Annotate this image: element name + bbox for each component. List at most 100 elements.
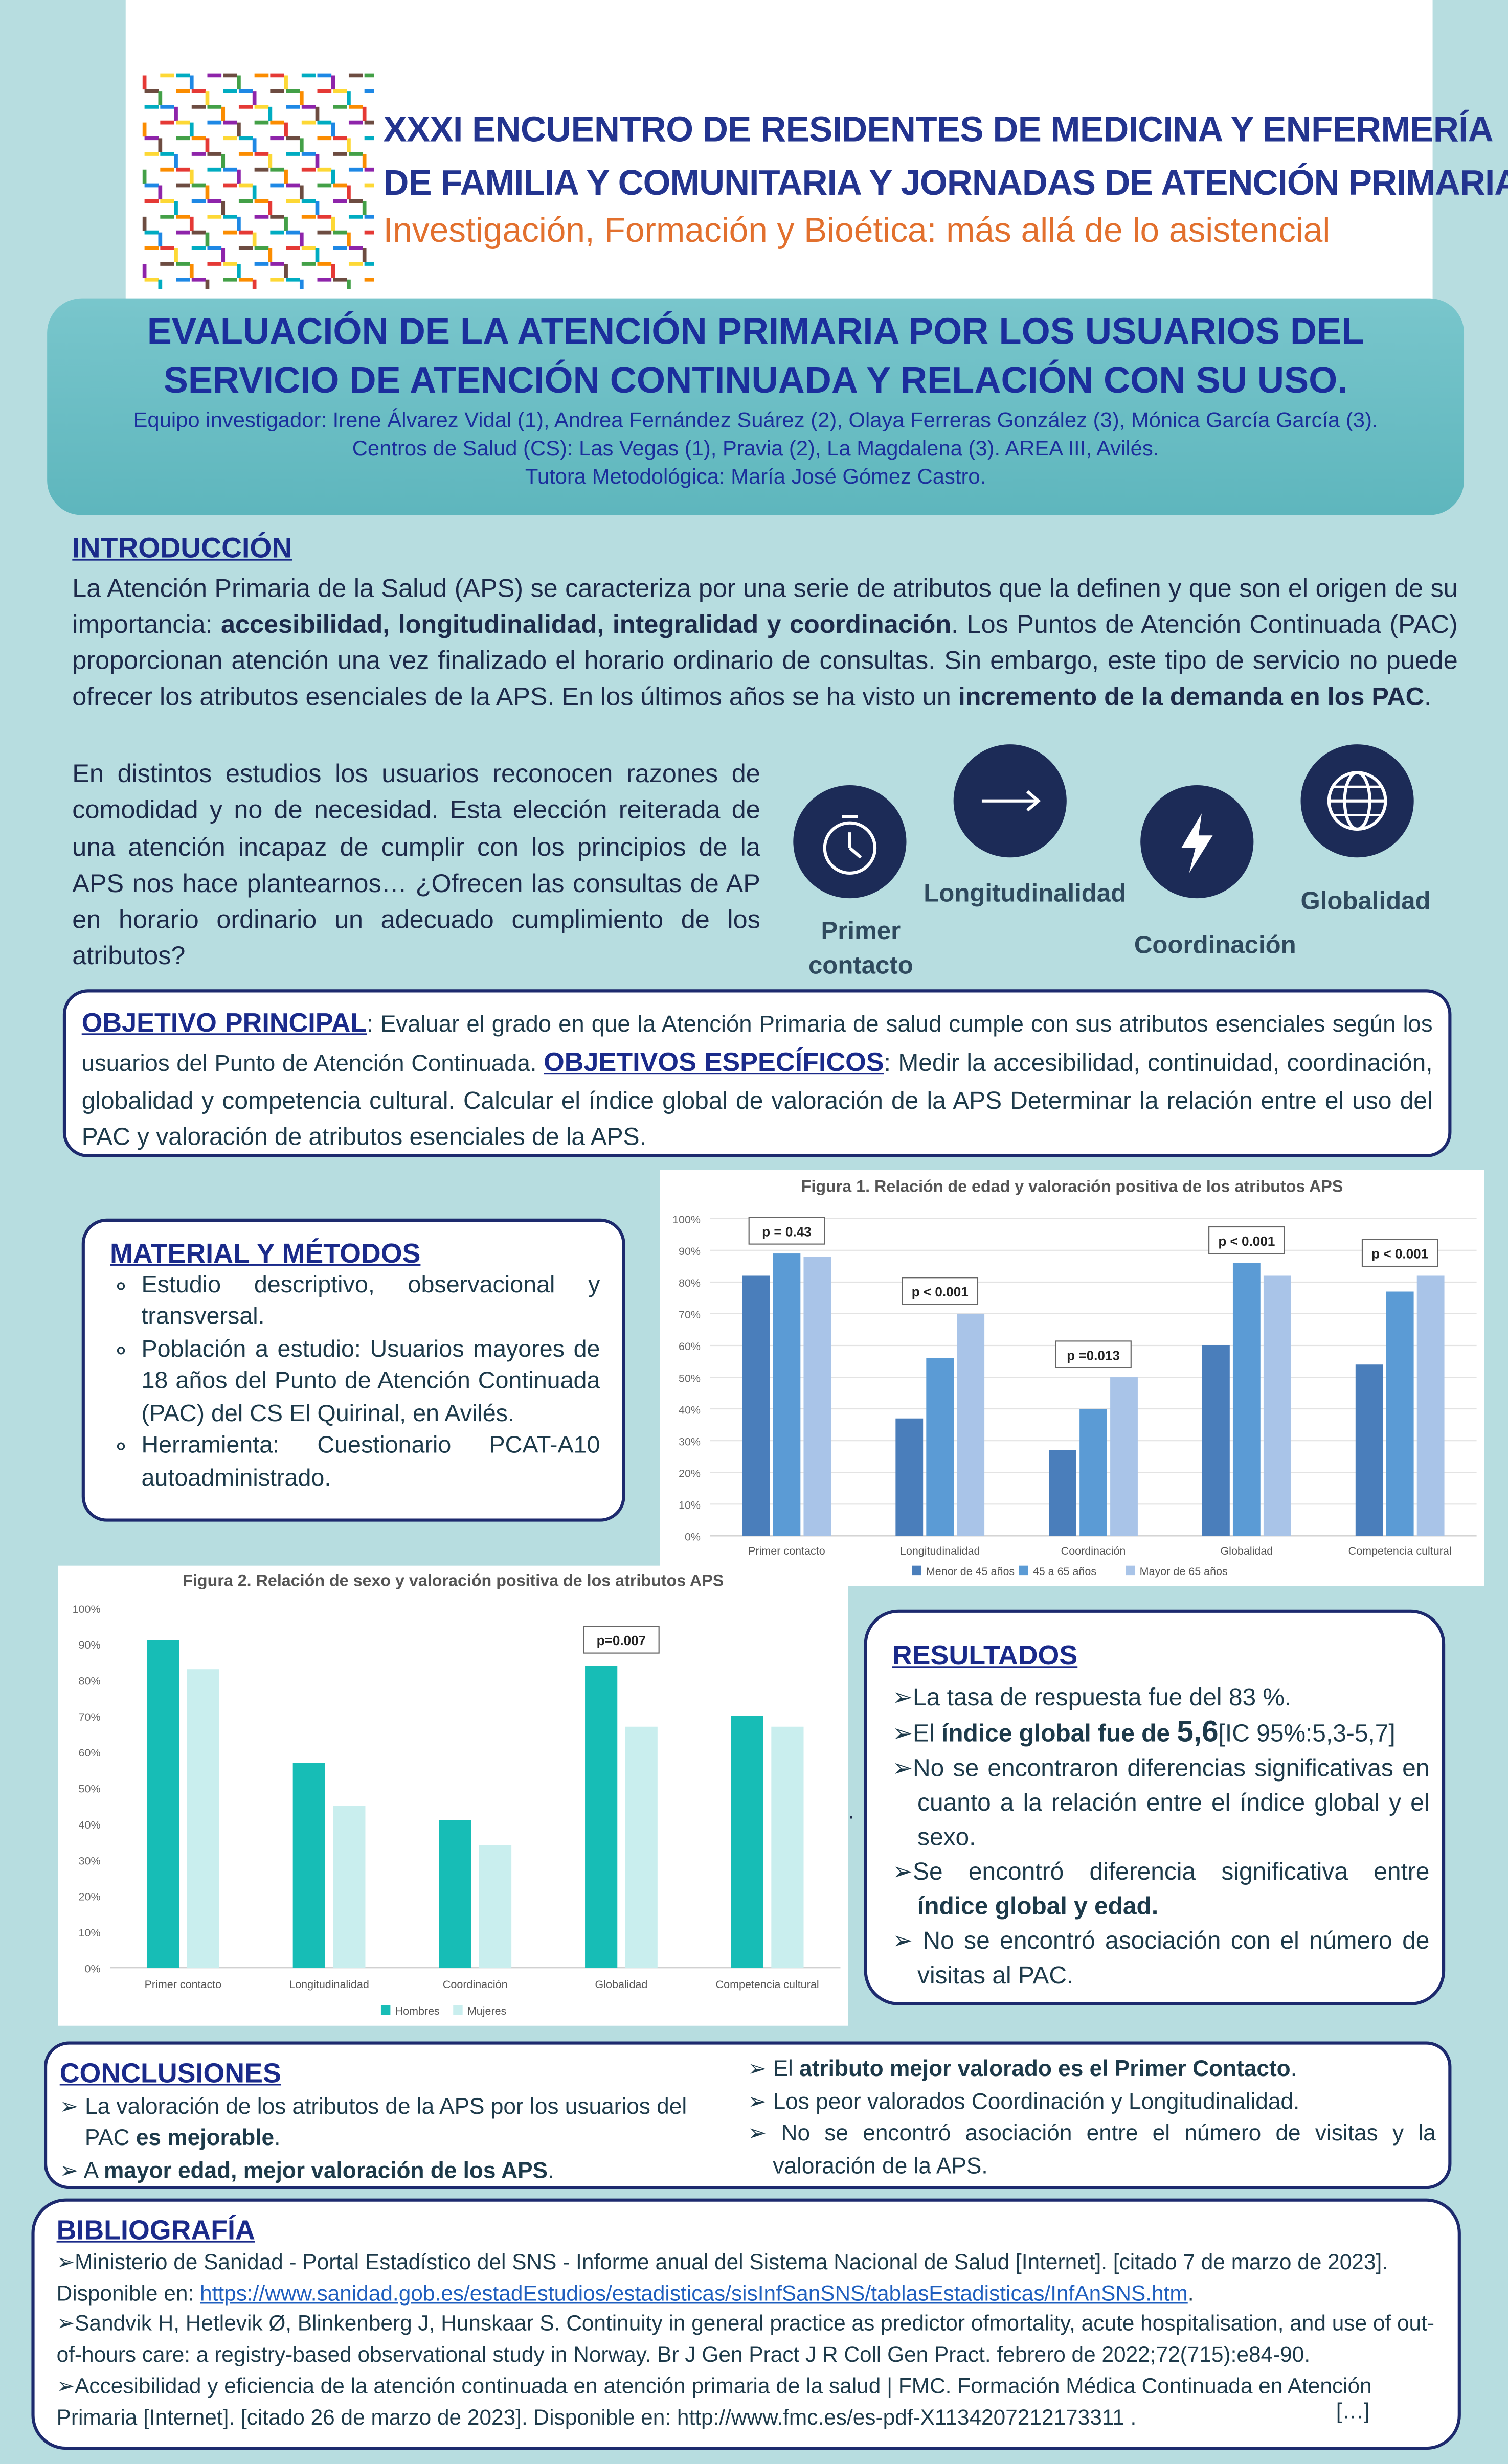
bar — [1079, 1409, 1107, 1536]
title: EVALUACIÓN DE LA ATENCIÓN PRIMARIA POR L… — [147, 311, 1364, 352]
link[interactable]: https://www.sanidad.gob.es/estadEstudios… — [199, 2281, 1188, 2305]
bar — [1416, 1275, 1445, 1536]
stray-dot: . — [848, 1798, 854, 1823]
bar — [771, 1726, 804, 1968]
y-tick-label: 0% — [85, 1963, 101, 1975]
text: A — [83, 2158, 104, 2184]
title: SERVICIO DE ATENCIÓN CONTINUADA Y RELACI… — [163, 359, 1348, 401]
authors: Equipo investigador: Irene Álvarez Vidal… — [133, 408, 1378, 432]
bar — [585, 1666, 618, 1968]
y-tick-label: 20% — [679, 1467, 701, 1479]
text: . — [1290, 2057, 1297, 2083]
section-heading: RESULTADOS — [892, 1639, 1078, 1671]
annotation: p < 0.001 — [1218, 1234, 1275, 1249]
legend-label: Mayor de 65 años — [1140, 1565, 1228, 1578]
text: No se encontró asociación entre el númer… — [773, 2121, 1436, 2179]
icon-stopwatch — [793, 785, 907, 899]
y-tick-label: 40% — [679, 1404, 701, 1416]
legend-label: Hombres — [395, 2005, 440, 2017]
bar — [333, 1806, 366, 1968]
y-tick-label: 80% — [79, 1675, 101, 1687]
annotation-box — [902, 1277, 979, 1305]
text: El — [773, 2057, 800, 2083]
text: La valoración de los atributos de la APS… — [84, 2094, 687, 2152]
y-tick-label: 20% — [79, 1891, 101, 1903]
bar — [187, 1669, 219, 1968]
paragraph: En distintos estudios los usuarios recon… — [72, 760, 760, 971]
section-heading: OBJETIVOS ESPECÍFICOS — [544, 1047, 884, 1078]
section-heading: INTRODUCCIÓN — [72, 532, 292, 564]
section-heading: BIBLIOGRAFÍA — [56, 2214, 255, 2246]
attribute-icons — [793, 744, 1414, 899]
text: . — [1187, 2281, 1194, 2305]
results-box: RESULTADOS ➢La tasa de respuesta fue del… — [864, 1609, 1446, 2005]
chart-title: Figura 1. Relación de edad y valoración … — [801, 1177, 1343, 1196]
logo — [142, 73, 374, 289]
text: La tasa de respuesta fue del 83 %. — [913, 1685, 1292, 1712]
header-line: XXXI ENCUENTRO DE RESIDENTES DE MEDICINA… — [383, 110, 1494, 149]
x-tick-label: Competencia cultural — [716, 1978, 819, 1991]
text: No se encontraron diferencias significat… — [913, 1755, 1430, 1852]
bar — [731, 1716, 763, 1968]
y-tick-label: 50% — [679, 1372, 701, 1384]
text: Accesibilidad y eficiencia de la atenció… — [56, 2374, 1372, 2429]
reference: ➢Ministerio de Sanidad - Portal Estadíst… — [56, 2250, 1388, 2305]
conclusions-list: ➢ La valoración de los atributos de la A… — [60, 2091, 735, 2187]
y-tick-label: 60% — [679, 1340, 701, 1353]
bar — [1355, 1364, 1383, 1536]
list-item: ➢ La valoración de los atributos de la A… — [59, 2094, 687, 2152]
bar — [1263, 1275, 1291, 1536]
conclusions-box: CONCLUSIONES ➢ La valoración de los atri… — [44, 2041, 1452, 2189]
text: índice global fue de — [941, 1721, 1177, 1748]
text: atributo mejor valorado es el Primer Con… — [799, 2057, 1291, 2083]
conclusions-right: ➢ El atributo mejor valorado es el Prime… — [748, 2054, 1435, 2183]
x-tick-label: Primer contacto — [748, 1545, 825, 1557]
y-tick-label: 90% — [679, 1245, 701, 1258]
bar — [1202, 1345, 1230, 1536]
x-tick-label: Coordinación — [443, 1978, 508, 1991]
y-tick-label: 80% — [679, 1277, 701, 1289]
y-tick-label: 100% — [672, 1214, 701, 1226]
bar — [146, 1640, 179, 1968]
attribute-label: Longitudinalidad — [924, 881, 1127, 908]
y-tick-label: 30% — [679, 1435, 701, 1448]
text: La Atención Primaria de la Salud (APS) s… — [72, 575, 1458, 640]
x-tick-label: Globalidad — [1220, 1545, 1273, 1557]
paragraph: La Atención Primaria de la Salud (APS) s… — [72, 572, 1457, 716]
conclusions-left: CONCLUSIONES ➢ La valoración de los atri… — [60, 2057, 735, 2187]
y-tick-label: 70% — [679, 1309, 701, 1321]
text: . — [548, 2158, 554, 2184]
text: mayor edad, mejor valoración de los APS — [103, 2158, 548, 2184]
x-tick-label: Coordinación — [1061, 1545, 1126, 1557]
chart: Figura 1. Relación de edad y valoración … — [672, 1177, 1477, 1578]
legend-label: 45 a 65 años — [1033, 1565, 1096, 1578]
text: accesibilidad, longitudinalidad, integra… — [220, 610, 952, 640]
list-item: Población a estudio: Usuarios mayores de… — [141, 1334, 600, 1431]
methods-box: MATERIAL Y MÉTODOS Estudio descriptivo, … — [81, 1218, 625, 1522]
bibliography-box: BIBLIOGRAFÍA ➢Ministerio de Sanidad - Po… — [31, 2198, 1461, 2450]
bar — [1232, 1263, 1261, 1536]
list-item: ➢La tasa de respuesta fue del 83 %. — [892, 1685, 1292, 1712]
header-subtitle: Investigación, Formación y Bioética: más… — [383, 210, 1331, 250]
header-line: DE FAMILIA Y COMUNITARIA Y JORNADAS DE A… — [383, 163, 1508, 203]
bar — [742, 1275, 770, 1536]
text: . — [1424, 683, 1431, 712]
y-tick-label: 40% — [79, 1819, 101, 1831]
more: […] — [1336, 2400, 1370, 2424]
y-tick-label: 10% — [79, 1927, 101, 1939]
annotation-box — [583, 1626, 660, 1654]
annotation-box — [1055, 1340, 1132, 1368]
chart-title: Figura 2. Relación de sexo y valoración … — [183, 1571, 724, 1590]
y-tick-label: 70% — [79, 1711, 101, 1723]
section-heading: OBJETIVO PRINCIPAL — [81, 1008, 367, 1038]
bar — [1049, 1450, 1076, 1536]
y-tick-label: 10% — [679, 1499, 701, 1511]
text: Ministerio de Sanidad - Portal Estadísti… — [56, 2250, 1388, 2305]
list-item: Herramienta: Cuestionario PCAT-A10 autoa… — [141, 1431, 600, 1495]
annotation: p < 0.001 — [1371, 1246, 1428, 1262]
text: [IC 95%:5,3-5,7] — [1218, 1721, 1396, 1748]
y-tick-label: 30% — [79, 1855, 101, 1867]
y-tick-label: 0% — [685, 1531, 701, 1543]
list-item: ➢ No se encontró asociación entre el núm… — [748, 2121, 1436, 2179]
